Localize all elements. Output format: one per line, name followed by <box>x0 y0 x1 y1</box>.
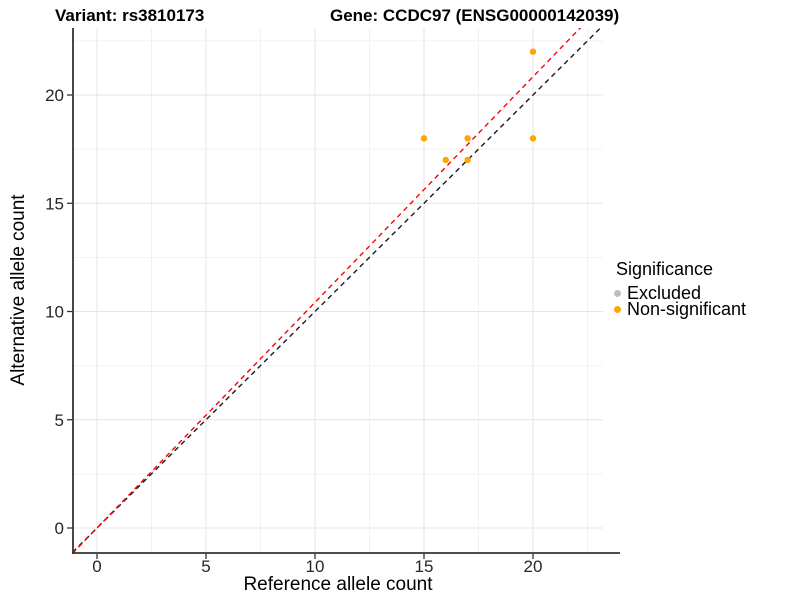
excluded-swatch-icon <box>614 289 621 297</box>
y-tick-label: 0 <box>55 519 64 538</box>
y-tick-label: 15 <box>45 194 64 213</box>
data-point-non-significant <box>529 48 537 55</box>
y-tick-label: 5 <box>55 411 64 430</box>
y-tick-label: 20 <box>45 86 64 105</box>
x-tick-label: 15 <box>415 557 434 576</box>
y-tick-label: 10 <box>45 303 64 322</box>
y-axis-title: Alternative allele count <box>8 194 29 386</box>
x-tick-label: 0 <box>92 557 101 576</box>
legend-entry-non-significant: Non-significant <box>614 298 747 319</box>
gene-title: Gene: CCDC97 (ENSG00000142039) <box>330 6 620 25</box>
x-tick-label: 5 <box>201 557 210 576</box>
legend-label-excluded: Excluded <box>627 282 702 303</box>
data-point-non-significant <box>464 135 471 142</box>
variant-title: Variant: rs3810173 <box>55 6 205 25</box>
black-dashed-identity <box>73 28 602 553</box>
x-tick-label: 10 <box>306 557 325 576</box>
legend-entry-excluded: Excluded <box>614 282 746 303</box>
legend-title: Significance <box>616 259 714 279</box>
data-point-non-significant <box>529 135 537 142</box>
x-axis-title: Reference allele count <box>243 574 433 595</box>
non-significant-swatch-icon <box>614 305 621 313</box>
x-tick-label: 20 <box>524 557 543 576</box>
data-point-non-significant <box>464 156 471 164</box>
data-point-non-significant <box>442 156 449 164</box>
data-point-non-significant <box>420 135 428 142</box>
red-dashed-fit <box>73 28 582 553</box>
legend: Significance Excluded Non-significant <box>614 259 747 319</box>
legend-label-non-significant: Non-significant <box>627 298 747 319</box>
